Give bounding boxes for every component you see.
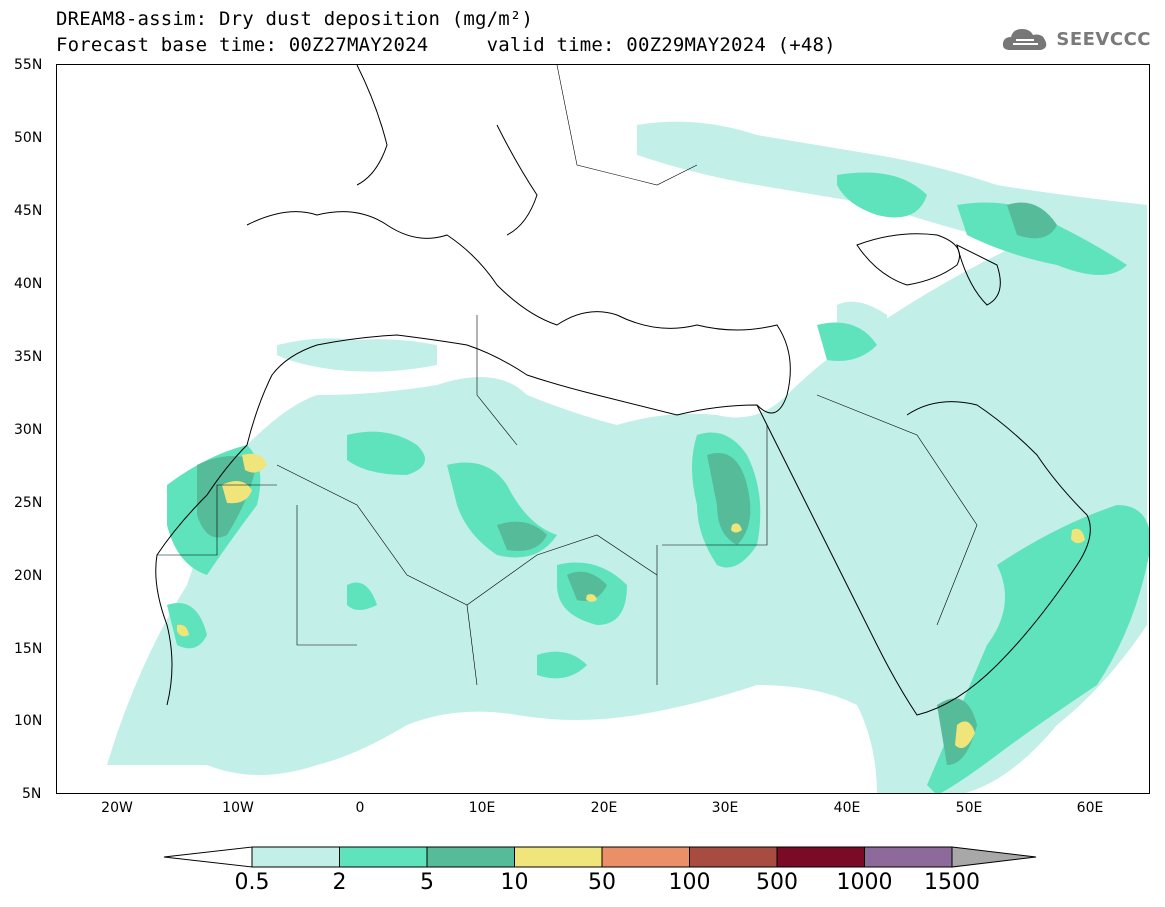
colorbar-label: 500 — [756, 870, 798, 895]
country-borders — [157, 65, 978, 686]
colorbar-label: 5 — [420, 870, 434, 895]
lon-label: 20W — [101, 800, 133, 816]
colorbar-swatch — [251, 846, 340, 868]
lon-label: 10W — [222, 800, 254, 816]
cloud-icon — [1003, 29, 1047, 50]
colorbar-swatch — [426, 846, 515, 868]
forecast-time-info: Forecast base time: 00Z27MAY2024 valid t… — [56, 34, 836, 56]
lat-label: 5N — [22, 786, 42, 802]
dust-deposition-map — [56, 64, 1150, 794]
colorbar-over-arrow — [951, 846, 1037, 868]
seevccc-logo: SEEVCCC — [1000, 22, 1151, 56]
lat-label: 25N — [14, 495, 43, 511]
colorbar-under-arrow — [163, 846, 253, 868]
colorbar-swatches — [163, 846, 1037, 868]
colorbar-label: 10 — [500, 870, 529, 895]
colorbar-label: 1500 — [924, 870, 980, 895]
lon-label: 50E — [955, 800, 983, 816]
colorbar-swatch — [776, 846, 865, 868]
colorbar-label: 50 — [588, 870, 616, 895]
lat-label: 20N — [14, 568, 43, 584]
colorbar-swatch — [689, 846, 778, 868]
colorbar-label: 0.5 — [234, 870, 270, 895]
map-canvas — [107, 65, 1149, 793]
lon-label: 20E — [590, 800, 618, 816]
colorbar-swatch — [514, 846, 603, 868]
coastlines — [155, 65, 1091, 716]
lat-label: 55N — [14, 57, 43, 73]
lat-label: 50N — [14, 130, 43, 146]
lon-label: 30E — [711, 800, 739, 816]
colorbar-swatch — [864, 846, 953, 868]
colorbar-label: 2 — [332, 870, 347, 895]
colorbar-legend: 0.5 2 5 10 50 100 500 1000 1500 — [160, 843, 1040, 903]
colorbar-swatch — [339, 846, 428, 868]
map-title: DREAM8-assim: Dry dust deposition (mg/m²… — [56, 8, 534, 30]
colorbar-label: 100 — [668, 870, 711, 895]
lat-label: 35N — [14, 349, 43, 365]
lat-label: 40N — [14, 276, 43, 292]
lon-label: 10E — [468, 800, 496, 816]
lat-label: 15N — [14, 641, 43, 657]
dust-level-4-areas — [177, 453, 1085, 749]
colorbar-label: 1000 — [836, 870, 893, 895]
colorbar-swatch — [601, 846, 690, 868]
lon-label: 0 — [355, 800, 365, 816]
lon-label: 60E — [1076, 800, 1104, 816]
lon-label: 40E — [833, 800, 861, 816]
lat-label: 10N — [14, 713, 43, 729]
lat-label: 30N — [14, 422, 43, 438]
lat-label: 45N — [14, 203, 43, 219]
logo-text: SEEVCCC — [1056, 28, 1151, 50]
